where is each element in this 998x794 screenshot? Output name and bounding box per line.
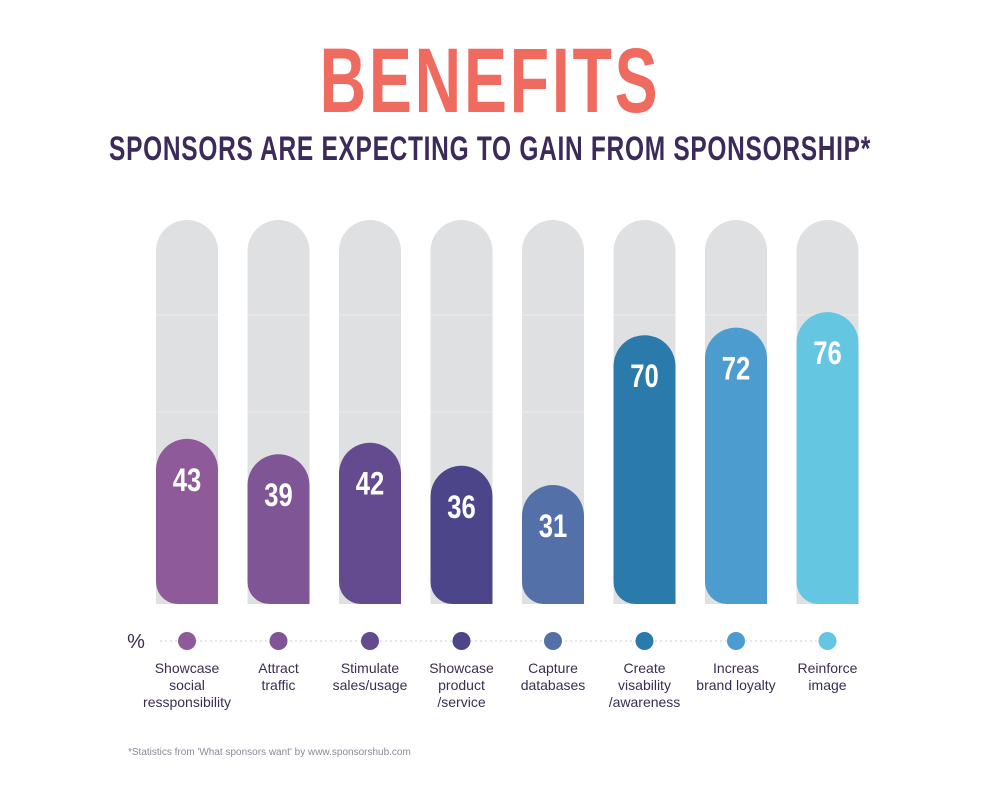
bar xyxy=(430,465,493,604)
legend-dot xyxy=(269,632,288,650)
category-label: Attract traffic xyxy=(258,660,299,693)
bar xyxy=(156,438,218,604)
legend-dot xyxy=(361,632,379,650)
category-label: Showcase product /service xyxy=(429,660,494,710)
value-label: 42 xyxy=(356,467,384,502)
category-label: Capture databases xyxy=(520,660,586,693)
footnote: *Statistics from 'What sponsors want' by… xyxy=(128,747,411,758)
value-label: 70 xyxy=(630,360,658,395)
value-label: 36 xyxy=(447,490,475,525)
value-label: 43 xyxy=(173,463,201,498)
value-label: 39 xyxy=(264,479,292,514)
bar xyxy=(339,442,401,604)
category-label: Stimulate sales/usage xyxy=(332,660,408,693)
legend-dot xyxy=(818,632,837,650)
legend-dot xyxy=(635,632,654,650)
title: BENEFITS xyxy=(320,29,661,132)
category-label: Create visability /awareness xyxy=(608,660,681,710)
bar xyxy=(522,484,584,604)
bar xyxy=(613,335,676,604)
unit-symbol: % xyxy=(127,631,145,653)
bar xyxy=(705,327,767,604)
category-label: Increas brand loyalty xyxy=(696,660,776,693)
value-label: 76 xyxy=(813,337,841,372)
legend-dot xyxy=(544,632,562,650)
legend-dot xyxy=(727,632,745,650)
bar xyxy=(247,454,310,604)
legend-dot xyxy=(178,632,196,650)
bar xyxy=(796,312,859,604)
category-label: Showcase social ressponsibility xyxy=(143,660,231,710)
value-label: 72 xyxy=(722,352,750,387)
legend-dot xyxy=(452,632,471,650)
category-label: Reinforce image xyxy=(797,660,858,693)
subtitle: SPONSORS ARE EXPECTING TO GAIN FROM SPON… xyxy=(109,130,871,168)
value-label: 31 xyxy=(539,509,567,544)
